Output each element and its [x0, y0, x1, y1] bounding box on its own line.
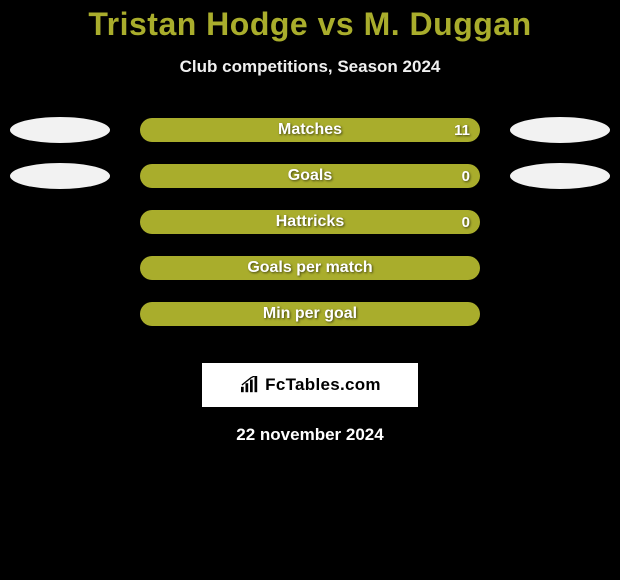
brand-text: FcTables.com: [265, 375, 381, 395]
stat-row: Hattricks 0: [0, 209, 620, 255]
brand-badge: FcTables.com: [202, 363, 418, 407]
stat-label: Hattricks: [276, 214, 344, 230]
stat-bar: Matches 11: [140, 118, 480, 142]
stats-rows: Matches 11 Goals 0 Hattricks 0 Goals per…: [0, 117, 620, 347]
right-value-ellipse: [510, 117, 610, 143]
stat-row: Matches 11: [0, 117, 620, 163]
stat-bar: Goals per match: [140, 256, 480, 280]
stat-value: 11: [454, 122, 470, 139]
stat-value: 0: [462, 214, 470, 231]
stat-label: Goals: [288, 168, 332, 184]
stat-label: Min per goal: [263, 306, 357, 322]
right-value-ellipse: [510, 163, 610, 189]
stat-bar: Min per goal: [140, 302, 480, 326]
left-value-ellipse: [10, 163, 110, 189]
stat-value: 0: [462, 168, 470, 185]
stat-label: Goals per match: [247, 260, 372, 276]
stat-row: Goals per match: [0, 255, 620, 301]
stat-label: Matches: [278, 122, 342, 138]
subtitle: Club competitions, Season 2024: [0, 57, 620, 77]
left-value-ellipse: [10, 117, 110, 143]
page-title: Tristan Hodge vs M. Duggan: [0, 6, 620, 43]
date-text: 22 november 2024: [0, 425, 620, 445]
comparison-card: Tristan Hodge vs M. Duggan Club competit…: [0, 0, 620, 580]
stat-row: Min per goal: [0, 301, 620, 347]
stat-bar: Hattricks 0: [140, 210, 480, 234]
bar-chart-icon: [239, 376, 261, 394]
stat-bar: Goals 0: [140, 164, 480, 188]
stat-row: Goals 0: [0, 163, 620, 209]
